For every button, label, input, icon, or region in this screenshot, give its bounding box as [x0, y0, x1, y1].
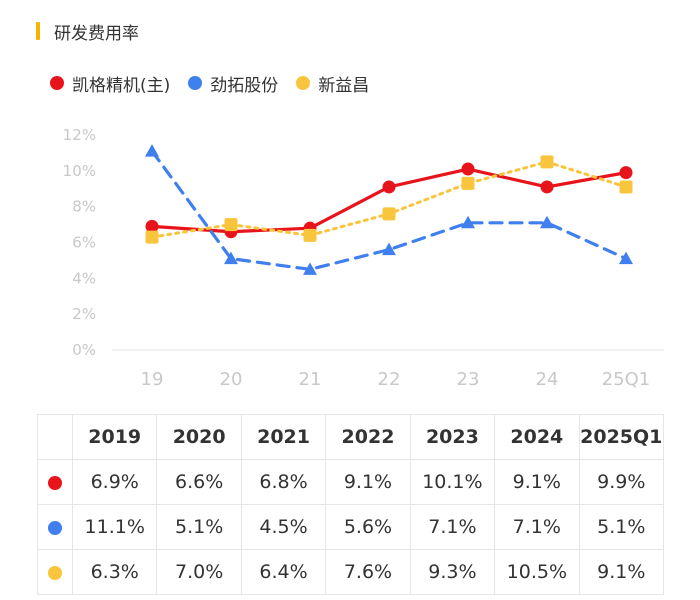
table-cell: 6.6% — [156, 459, 242, 505]
table-header-row: 2019 2020 2021 2022 2023 2024 2025Q1 — [37, 414, 665, 460]
table-cell: 11.1% — [71, 504, 158, 550]
y-tick-label: 0% — [72, 341, 96, 359]
table-cell: 9.3% — [409, 549, 496, 595]
x-tick-label: 25Q1 — [602, 369, 651, 390]
title-accent-bar — [36, 22, 40, 40]
data-point — [382, 207, 396, 221]
data-point — [224, 251, 238, 265]
legend-item-0[interactable]: 凯格精机(主) — [50, 71, 170, 96]
table-cell: 9.1% — [578, 549, 665, 595]
table-header-cell: 2020 — [156, 414, 242, 460]
legend-item-1[interactable]: 劲拓股份 — [188, 71, 278, 96]
table-header-cell: 2024 — [494, 414, 580, 460]
y-tick-label: 6% — [72, 234, 96, 252]
table-corner-cell — [37, 414, 73, 460]
table-cell: 6.4% — [240, 549, 327, 595]
x-tick-label: 24 — [536, 369, 559, 390]
data-point — [303, 262, 317, 275]
table-cell: 7.0% — [156, 549, 242, 595]
data-point — [540, 155, 554, 169]
table-cell: 9.1% — [325, 459, 411, 505]
table-cell: 9.9% — [578, 459, 665, 505]
data-point — [382, 242, 396, 256]
table-row: 6.3% 7.0% 6.4% 7.6% 9.3% 10.5% 9.1% — [37, 549, 665, 595]
data-point — [540, 180, 554, 194]
legend-dot — [188, 76, 203, 90]
data-point — [540, 215, 554, 229]
table-cell: 10.1% — [409, 459, 496, 505]
table-cell: 6.3% — [71, 549, 158, 595]
data-point — [382, 180, 396, 194]
x-tick-label: 19 — [141, 369, 164, 390]
data-point — [619, 251, 633, 265]
data-point — [145, 219, 159, 233]
table-cell: 9.1% — [494, 459, 580, 505]
data-point — [461, 162, 475, 176]
table-cell: 7.6% — [325, 549, 411, 595]
x-tick-label: 22 — [378, 369, 401, 390]
data-point — [224, 218, 238, 232]
table-row: 11.1% 5.1% 4.5% 5.6% 7.1% 7.1% 5.1% — [37, 504, 665, 550]
table-cell: 6.9% — [71, 459, 158, 505]
y-tick-label: 4% — [72, 269, 96, 287]
series-color-dot — [48, 475, 62, 490]
y-tick-label: 8% — [72, 198, 96, 216]
legend-label: 凯格精机(主) — [72, 75, 171, 96]
table-cell: 5.1% — [156, 504, 242, 550]
table-header-cell: 2023 — [409, 414, 496, 460]
data-point — [461, 215, 475, 229]
table-cell: 6.8% — [240, 459, 327, 505]
data-point — [145, 230, 159, 244]
legend: 凯格精机(主) 劲拓股份 新益昌 — [50, 70, 387, 96]
legend-item-2[interactable]: 新益昌 — [296, 71, 369, 96]
series-color-dot — [48, 520, 62, 535]
table-header-cell: 2022 — [325, 414, 411, 460]
legend-label: 新益昌 — [318, 75, 370, 96]
table-cell: 5.6% — [325, 504, 411, 550]
table-header-cell: 2025Q1 — [578, 414, 665, 460]
line-chart: 0% 2% 4% 6% 8% 10% 12% 19 20 21 22 23 24 25Q1 — [63, 126, 664, 390]
table-header-cell: 2019 — [71, 414, 158, 460]
table-row-marker-cell — [37, 504, 73, 550]
data-point — [461, 176, 475, 190]
table-row: 6.9% 6.6% 6.8% 9.1% 10.1% 9.1% 9.9% — [37, 459, 665, 505]
y-tick-label: 2% — [72, 305, 96, 323]
series-line-0 — [150, 167, 628, 234]
data-point — [619, 180, 633, 194]
legend-dot — [50, 76, 64, 90]
title-row: 研发费用率 — [36, 20, 139, 44]
data-point — [619, 166, 633, 180]
table-cell: 10.5% — [494, 549, 580, 595]
data-point — [303, 228, 317, 242]
y-tick-label: 10% — [63, 162, 96, 180]
legend-dot — [296, 76, 311, 90]
chart-title: 研发费用率 — [54, 23, 139, 44]
series-color-dot — [48, 565, 62, 580]
data-point — [145, 144, 159, 157]
table-cell: 7.1% — [409, 504, 496, 550]
x-tick-label: 20 — [220, 369, 243, 390]
x-tick-label: 21 — [299, 369, 322, 390]
table-row-marker-cell — [37, 459, 73, 505]
table-header-cell: 2021 — [240, 414, 327, 460]
data-table: 2019 2020 2021 2022 2023 2024 2025Q1 6.9% 6.6% 6… — [37, 414, 665, 595]
table-cell: 4.5% — [240, 504, 327, 550]
x-tick-label: 23 — [457, 369, 480, 390]
legend-label: 劲拓股份 — [210, 75, 279, 96]
table-row-marker-cell — [37, 549, 73, 595]
table-cell: 7.1% — [494, 504, 580, 550]
y-tick-label: 12% — [63, 126, 96, 144]
table-cell: 5.1% — [578, 504, 665, 550]
